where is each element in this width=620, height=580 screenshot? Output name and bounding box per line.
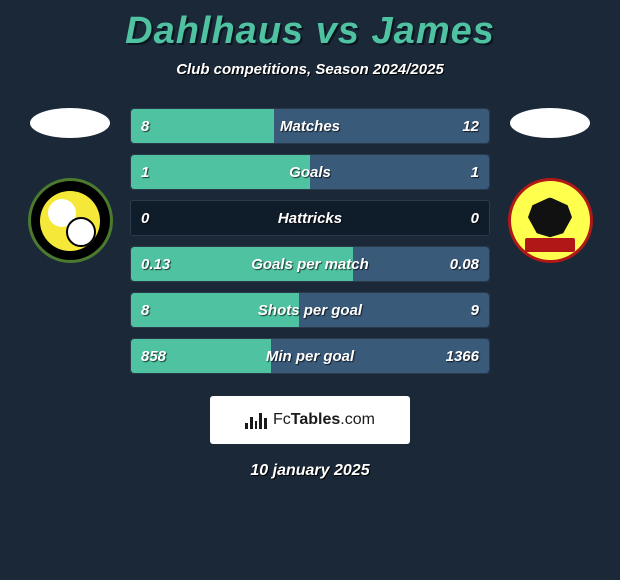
stat-bar: 858 Min per goal 1366: [130, 338, 490, 374]
brand-chart-icon: [245, 411, 267, 429]
stat-label: Matches: [280, 118, 340, 135]
right-player-column: [500, 108, 600, 263]
stats-column: 8 Matches 12 1 Goals 1 0 Hattricks 0 0.13 Goals pe…: [130, 108, 490, 374]
player-avatar-left: [30, 108, 110, 138]
club-badge-left: [28, 178, 113, 263]
brand-light: Fc: [273, 411, 291, 428]
stat-fill-left: [131, 109, 274, 143]
subtitle: Club competitions, Season 2024/2025: [176, 61, 444, 78]
date-text: 10 january 2025: [250, 462, 369, 480]
stat-label: Min per goal: [266, 348, 354, 365]
stat-value-left: 0.13: [141, 256, 170, 273]
stat-value-right: 0: [471, 210, 479, 227]
left-player-column: [20, 108, 120, 263]
stat-bar: 8 Shots per goal 9: [130, 292, 490, 328]
stat-value-left: 8: [141, 302, 149, 319]
stat-bar: 8 Matches 12: [130, 108, 490, 144]
club-badge-right: [508, 178, 593, 263]
stat-label: Hattricks: [278, 210, 342, 227]
brand-badge: FcTables.com: [210, 396, 410, 444]
stat-fill-right: [310, 155, 489, 189]
brand-text: FcTables.com: [273, 411, 375, 429]
stat-fill-left: [131, 155, 310, 189]
stat-value-right: 0.08: [450, 256, 479, 273]
comparison-infographic: Dahlhaus vs James Club competitions, Sea…: [0, 0, 620, 490]
stat-value-right: 1: [471, 164, 479, 181]
stat-value-left: 8: [141, 118, 149, 135]
stat-bar: 0.13 Goals per match 0.08: [130, 246, 490, 282]
player-avatar-right: [510, 108, 590, 138]
stat-value-left: 0: [141, 210, 149, 227]
stat-bar: 1 Goals 1: [130, 154, 490, 190]
page-title: Dahlhaus vs James: [125, 10, 495, 53]
stat-label: Shots per goal: [258, 302, 362, 319]
fortuna-sittard-icon: [40, 191, 100, 251]
stat-value-right: 9: [471, 302, 479, 319]
stat-label: Goals per match: [251, 256, 369, 273]
stat-value-right: 1366: [446, 348, 479, 365]
brand-bold: Tables: [291, 411, 341, 428]
brand-suffix: .com: [340, 411, 375, 428]
stat-value-left: 858: [141, 348, 166, 365]
stat-label: Goals: [289, 164, 331, 181]
main-row: 8 Matches 12 1 Goals 1 0 Hattricks 0 0.13 Goals pe…: [0, 108, 620, 374]
stat-value-left: 1: [141, 164, 149, 181]
stat-bar: 0 Hattricks 0: [130, 200, 490, 236]
stat-value-right: 12: [462, 118, 479, 135]
